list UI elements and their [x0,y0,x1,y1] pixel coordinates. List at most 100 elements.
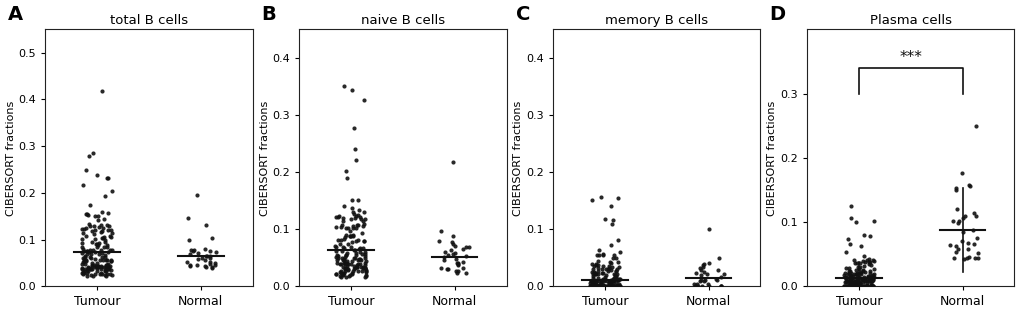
Point [712,275,729,280]
Point [341,229,358,234]
Point [583,278,599,283]
Point [602,267,619,272]
Point [945,255,961,260]
Point [845,271,861,276]
Point [857,284,873,289]
Point [329,214,345,219]
Point [74,251,91,256]
Point [863,284,879,289]
Point [202,255,218,260]
Point [443,239,460,244]
Point [842,273,858,279]
Point [845,276,861,281]
Point [960,183,976,188]
Point [841,275,857,280]
Point [89,241,105,246]
Point [94,254,110,259]
Point [82,254,98,259]
Point [337,169,354,174]
Point [84,263,100,268]
Point [86,231,102,236]
Point [103,228,119,233]
Point [601,284,618,289]
Point [356,239,372,244]
Point [103,259,119,264]
Point [102,263,118,268]
Point [843,204,859,209]
Point [354,252,370,257]
Point [841,277,857,282]
Point [100,175,116,180]
Point [87,237,103,242]
Point [73,266,90,271]
Point [457,253,473,258]
Point [848,272,864,277]
Point [204,265,220,270]
Point [358,268,374,273]
Point [104,188,120,193]
Point [351,246,367,252]
Point [89,268,105,273]
Point [357,261,373,266]
Point [588,283,604,288]
Point [97,239,113,244]
Point [855,284,871,289]
Point [337,253,354,258]
Point [91,252,107,257]
Point [585,284,601,289]
Point [327,214,343,219]
Point [584,271,600,276]
Point [709,268,726,273]
Point [84,267,100,272]
Point [79,268,96,273]
Point [336,267,353,272]
Point [329,252,345,257]
Point [592,284,608,289]
Point [607,280,624,285]
Point [597,217,613,222]
Point [587,283,603,288]
Point [351,257,367,262]
Point [949,220,965,225]
Point [849,264,865,269]
Point [608,266,625,271]
Point [864,284,880,289]
Point [336,83,353,88]
Point [357,216,373,221]
Point [956,257,972,262]
Point [449,268,466,273]
Title: total B cells: total B cells [110,14,187,27]
Text: B: B [262,5,276,24]
Point [854,268,870,273]
Point [352,246,368,251]
Point [948,207,964,212]
Point [97,272,113,277]
Point [944,218,960,223]
Point [605,278,622,283]
Point [77,226,94,231]
Point [862,274,878,279]
Point [583,279,599,284]
Point [332,274,348,279]
Point [854,279,870,284]
Point [78,268,95,273]
Text: A: A [8,5,22,24]
Point [847,283,863,288]
Point [75,258,92,263]
Point [330,253,346,258]
Point [850,274,866,279]
Point [328,260,344,265]
Point [587,272,603,277]
Point [698,271,714,276]
Y-axis label: CIBERSORT fractions: CIBERSORT fractions [259,100,269,215]
Point [590,253,606,258]
Point [837,270,853,275]
Point [860,257,876,262]
Point [947,187,963,192]
Point [327,249,343,254]
Point [73,241,90,246]
Point [853,276,869,281]
Y-axis label: CIBERSORT fractions: CIBERSORT fractions [513,100,523,215]
Point [689,284,705,289]
Point [87,271,103,276]
